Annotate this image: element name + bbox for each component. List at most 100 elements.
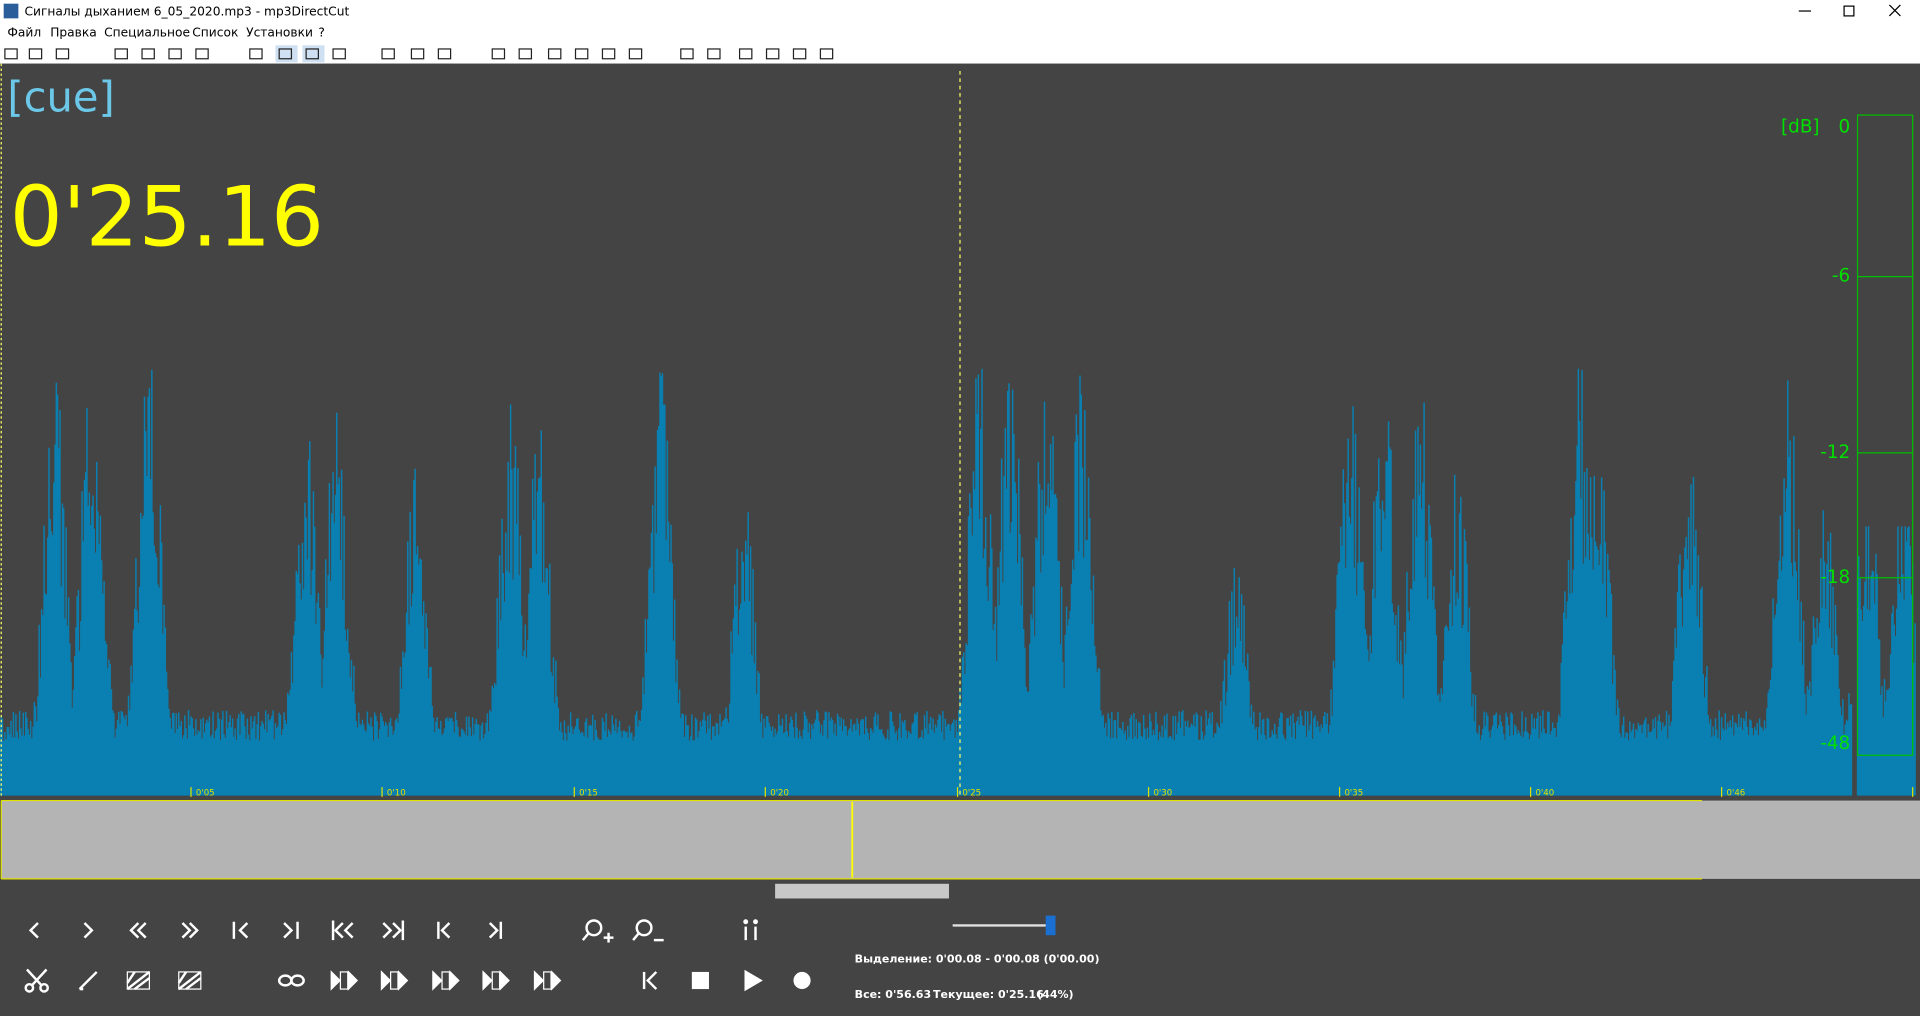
toolbar-button[interactable] <box>305 48 319 60</box>
toolbar-button[interactable] <box>4 48 18 60</box>
prev-button-part <box>28 922 39 939</box>
play-part-button-part <box>441 971 450 990</box>
zoom-out-button-part <box>632 931 641 941</box>
block-start-button[interactable] <box>331 920 354 941</box>
toolbar-button[interactable] <box>437 48 452 60</box>
menu-item[interactable]: Список <box>192 26 238 40</box>
toolbar-button[interactable] <box>680 48 694 60</box>
menu-item[interactable]: Правка <box>50 26 97 40</box>
toolbar-button[interactable] <box>141 48 155 60</box>
overview-bar[interactable] <box>1 800 1920 879</box>
block-end-button-part <box>392 922 403 939</box>
toolbar-button[interactable] <box>168 48 182 60</box>
timeline-label: 0'35 <box>1344 789 1363 799</box>
record-button-part <box>793 971 811 990</box>
meter-label: -6 <box>1832 266 1850 287</box>
scrollbar-thumb[interactable] <box>775 883 949 899</box>
zoom-in-button[interactable] <box>581 919 614 943</box>
fade-in-button[interactable] <box>126 970 151 991</box>
block-end-button[interactable] <box>382 920 405 941</box>
volume-thumb[interactable] <box>1045 915 1056 936</box>
toolbar-button[interactable] <box>547 48 562 60</box>
toolbar-button[interactable] <box>574 48 589 60</box>
toolbar-button[interactable] <box>792 48 807 60</box>
toolbar-button[interactable] <box>819 48 834 60</box>
toolbar-button[interactable] <box>249 48 263 60</box>
loop-button[interactable] <box>277 974 305 987</box>
toolbar-button[interactable] <box>628 48 643 60</box>
play-part-button[interactable] <box>482 970 510 991</box>
end-button-part <box>488 922 499 939</box>
restore-button[interactable] <box>1843 5 1855 17</box>
close-button[interactable] <box>1888 4 1901 17</box>
edit-button[interactable] <box>78 971 98 991</box>
cut-button-part <box>24 982 35 993</box>
prev-button[interactable] <box>28 922 39 939</box>
meter-label: -18 <box>1820 567 1850 588</box>
time-display: 0'25.16 <box>10 169 324 266</box>
toolbar-button[interactable] <box>278 48 293 60</box>
toolbar-button[interactable] <box>491 48 506 60</box>
info-button[interactable] <box>743 919 758 941</box>
play-button[interactable] <box>744 969 763 992</box>
timeline-label: 0'05 <box>196 789 215 799</box>
zoom-in-button-part <box>581 931 590 941</box>
play-part-button-part <box>482 970 493 991</box>
toolbar-button[interactable] <box>114 48 128 60</box>
cut-button-part <box>30 968 48 987</box>
play-part-button-part <box>397 970 409 991</box>
block-start-button-part <box>333 922 344 939</box>
home-button[interactable] <box>437 921 451 939</box>
play-part-button[interactable] <box>533 970 562 991</box>
loop-button-part <box>290 974 305 987</box>
toolbar-button[interactable] <box>55 48 70 60</box>
next-button[interactable] <box>83 922 94 939</box>
record-button[interactable] <box>793 971 811 990</box>
play-part-button[interactable] <box>330 970 359 991</box>
meter-unit: [dB] <box>1781 116 1820 137</box>
end-button[interactable] <box>488 921 503 939</box>
fade-out-button-part <box>178 971 202 990</box>
fade-out-button-part <box>178 970 202 991</box>
toolbar-button[interactable] <box>381 48 395 60</box>
toolbar-button[interactable] <box>738 48 753 60</box>
toolbar-button[interactable] <box>332 48 346 60</box>
play-part-button-part <box>491 971 501 990</box>
meter-label: -48 <box>1820 733 1850 754</box>
menu-item[interactable]: Установки <box>246 26 313 40</box>
toolbar-button[interactable] <box>28 48 43 60</box>
play-part-button-part <box>390 971 399 990</box>
timeline-label: 0'40 <box>1536 789 1555 799</box>
menu-item[interactable]: ? <box>318 26 325 40</box>
toolbar-button[interactable] <box>707 48 721 60</box>
cut-button[interactable] <box>24 968 49 993</box>
toolbar-button[interactable] <box>601 48 616 60</box>
toolbar-button[interactable] <box>518 48 533 60</box>
timeline-label: 0'25 <box>962 789 981 799</box>
zoom-out-button[interactable] <box>632 919 664 942</box>
rewind-button[interactable] <box>129 922 147 939</box>
play-part-button[interactable] <box>432 970 460 991</box>
fade-out-button[interactable] <box>177 970 202 991</box>
play-part-button-part <box>449 970 460 991</box>
toolbar-button[interactable] <box>410 48 425 60</box>
play-part-button-part <box>347 970 359 991</box>
forward-button-part <box>188 922 199 939</box>
timeline-label: 0'46 <box>1727 789 1746 799</box>
menu-item[interactable]: Специальное <box>104 26 190 40</box>
forward-button[interactable] <box>181 922 199 939</box>
edit-button-part <box>78 971 98 990</box>
stop-button[interactable] <box>691 971 709 990</box>
rewind-button-part <box>136 922 147 939</box>
cut-button-part <box>26 968 43 987</box>
play-part-button-part <box>551 970 562 991</box>
toolbar-button[interactable] <box>195 48 209 60</box>
play-part-button-part <box>380 970 392 991</box>
play-part-button[interactable] <box>380 970 409 991</box>
toolbar-button[interactable] <box>765 48 780 60</box>
sel-start-button[interactable] <box>232 921 249 939</box>
menu-item[interactable]: Файл <box>7 26 41 40</box>
to-start-button[interactable] <box>642 971 658 990</box>
sel-end-button[interactable] <box>283 921 299 939</box>
waveform <box>0 368 1916 796</box>
